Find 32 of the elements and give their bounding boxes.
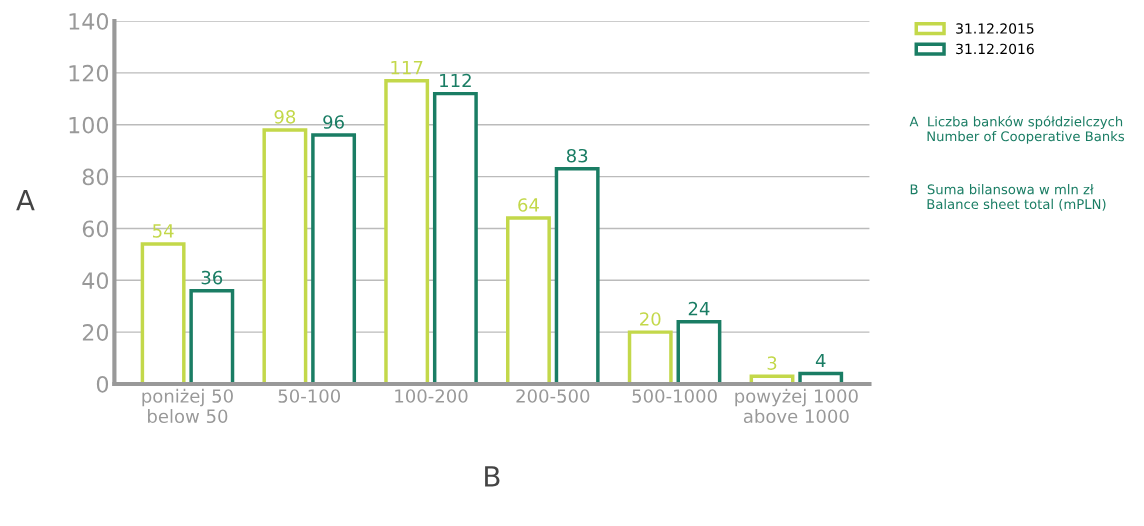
data-label: 117 <box>391 60 423 75</box>
x-axis-title: B <box>485 466 500 487</box>
data-label: 83 <box>566 148 588 163</box>
data-label: 54 <box>153 224 174 238</box>
x-tick-label: powyżej 1000 above 1000 <box>735 388 858 424</box>
data-label: 3 <box>767 356 777 370</box>
y-tick-label: 140 <box>69 12 109 30</box>
y-axis-title: A <box>16 189 35 211</box>
data-label: 24 <box>688 301 710 316</box>
x-tick-label: 50-100 <box>278 389 341 403</box>
x-tick-label: poniżej 50 below 50 <box>142 388 233 424</box>
y-tick-label: 60 <box>82 220 109 238</box>
data-label: 98 <box>274 109 296 124</box>
data-label: 64 <box>518 198 539 212</box>
x-tick-label: 500-1000 <box>632 389 717 403</box>
y-tick-label: 40 <box>82 272 109 290</box>
data-label: 36 <box>201 270 223 285</box>
y-tick-label: 120 <box>69 64 109 82</box>
x-tick-label: 200-500 <box>516 389 590 403</box>
legend-label: 31.12.2015 <box>956 23 1034 34</box>
x-tick-label: 100-200 <box>395 389 468 403</box>
legend-label: 31.12.2016 <box>956 43 1034 55</box>
y-tick-label: 0 <box>96 375 109 393</box>
y-tick-label: 80 <box>82 168 109 186</box>
y-tick-label: 100 <box>69 116 109 134</box>
data-label: 112 <box>440 73 471 88</box>
y-tick-label: 20 <box>82 324 109 341</box>
data-label: 4 <box>815 353 826 368</box>
data-label: 96 <box>323 115 344 129</box>
text: A Liczba banków spółdzielczych Number of Cooperative Banks <box>909 115 1125 144</box>
data-label: 20 <box>640 312 661 326</box>
text: B Suma bilansowa w mln zł Balance sheet total (mPLN) <box>910 184 1106 211</box>
